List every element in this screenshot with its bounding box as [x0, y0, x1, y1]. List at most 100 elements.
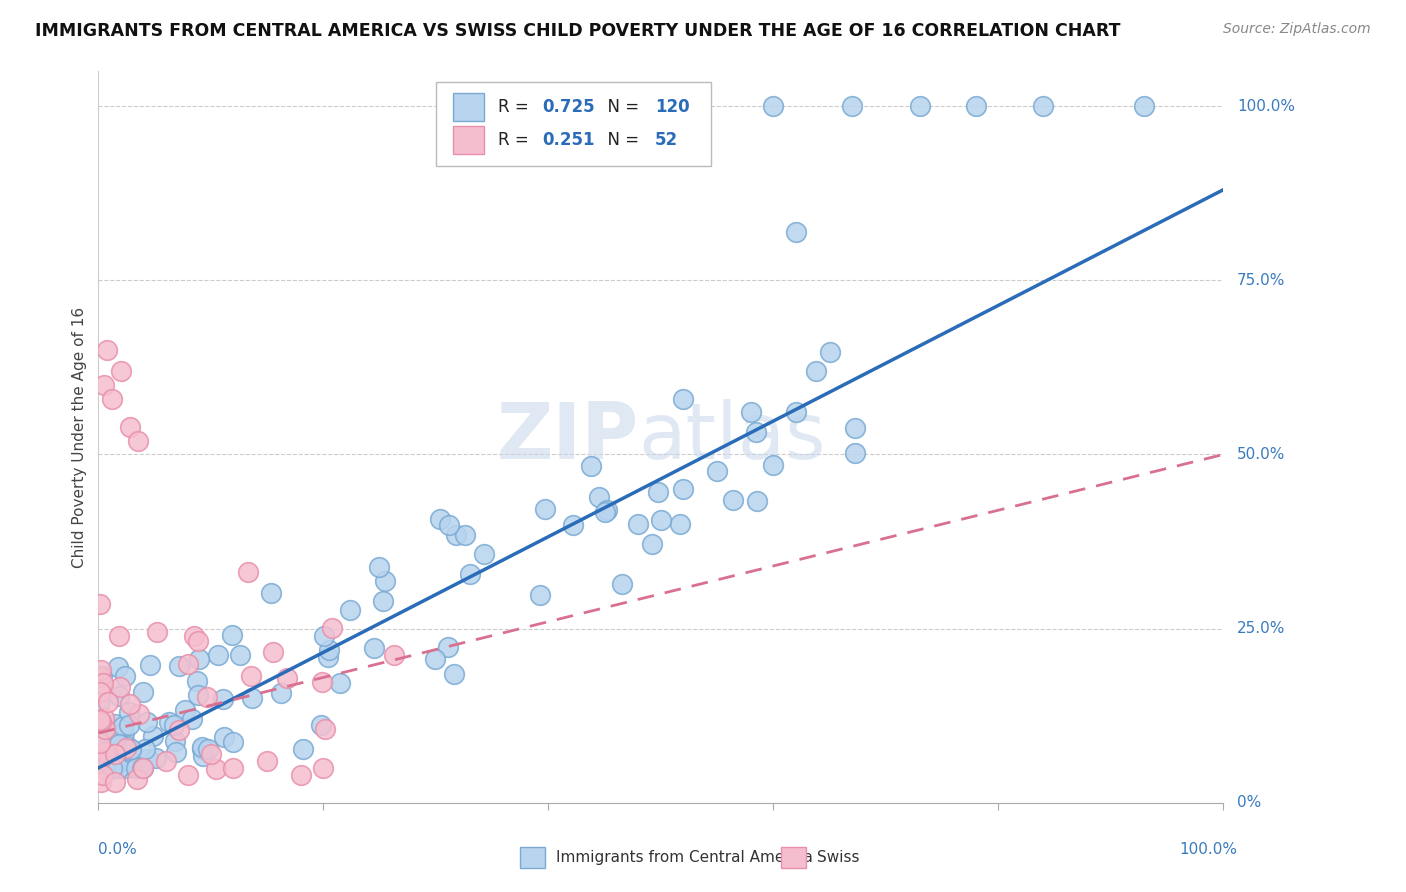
Point — [806, 364, 828, 378]
Point — [112, 731, 135, 745]
Point — [222, 761, 245, 775]
Text: N =: N = — [596, 131, 644, 149]
Point — [472, 547, 495, 561]
Point — [167, 659, 190, 673]
Text: 25.0%: 25.0% — [1237, 621, 1285, 636]
Point — [533, 501, 555, 516]
Point — [97, 695, 120, 709]
Point — [135, 715, 157, 730]
Point — [128, 707, 150, 722]
Text: Swiss: Swiss — [817, 850, 859, 865]
Point — [117, 718, 139, 732]
Point — [101, 758, 124, 772]
Point — [260, 586, 283, 600]
Point — [240, 690, 263, 705]
Point — [134, 741, 156, 756]
Point — [115, 740, 138, 755]
Point — [176, 657, 198, 671]
Point — [114, 761, 136, 775]
Point — [91, 676, 114, 690]
Point — [89, 736, 111, 750]
Point — [314, 722, 336, 736]
Point — [145, 751, 167, 765]
Point — [91, 768, 114, 782]
Text: 0.725: 0.725 — [543, 98, 595, 116]
Point — [187, 633, 209, 648]
Point — [382, 648, 405, 662]
Point — [373, 594, 395, 608]
Point — [155, 754, 177, 768]
Point — [183, 629, 205, 643]
Point — [90, 663, 112, 677]
Point — [312, 629, 335, 643]
Point — [90, 775, 112, 789]
Text: R =: R = — [498, 131, 534, 149]
Point — [785, 225, 807, 239]
Point — [818, 345, 841, 359]
Point — [186, 673, 208, 688]
Point — [107, 689, 129, 703]
Point — [197, 742, 219, 756]
Point — [785, 405, 807, 419]
Point — [101, 761, 124, 775]
Point — [125, 761, 148, 775]
Point — [93, 746, 115, 760]
Point — [529, 588, 551, 602]
Point — [104, 738, 127, 752]
Point — [90, 761, 112, 775]
Point — [221, 628, 243, 642]
Point — [762, 458, 785, 473]
Point — [139, 658, 162, 673]
Point — [240, 668, 263, 682]
Point — [238, 565, 260, 579]
Point — [318, 643, 340, 657]
Point — [146, 624, 169, 639]
Point — [212, 691, 235, 706]
Point — [668, 517, 690, 532]
Point — [425, 652, 447, 666]
Point — [363, 641, 385, 656]
Point — [107, 737, 129, 751]
Point — [87, 696, 110, 710]
Point — [93, 761, 115, 775]
Point — [229, 648, 252, 662]
Point — [453, 528, 475, 542]
Point — [103, 754, 125, 768]
Point — [187, 688, 209, 702]
Point — [627, 516, 650, 531]
FancyBboxPatch shape — [782, 847, 806, 868]
Point — [191, 739, 214, 754]
Point — [89, 758, 111, 772]
Text: 50.0%: 50.0% — [1237, 447, 1285, 462]
Point — [290, 768, 312, 782]
Text: Source: ZipAtlas.com: Source: ZipAtlas.com — [1223, 22, 1371, 37]
Point — [311, 718, 333, 732]
Text: 0.0%: 0.0% — [98, 842, 138, 856]
Point — [610, 577, 633, 591]
Point — [132, 761, 155, 775]
Point — [429, 512, 451, 526]
Text: 75.0%: 75.0% — [1237, 273, 1285, 288]
Point — [103, 761, 125, 775]
Point — [596, 503, 619, 517]
Point — [114, 669, 136, 683]
Point — [107, 659, 129, 673]
Point — [374, 574, 396, 588]
Point — [672, 392, 695, 407]
Point — [191, 749, 214, 764]
Point — [87, 761, 110, 775]
Point — [142, 729, 165, 743]
Point — [111, 719, 134, 733]
Y-axis label: Child Poverty Under the Age of 16: Child Poverty Under the Age of 16 — [72, 307, 87, 567]
FancyBboxPatch shape — [453, 94, 484, 121]
Text: R =: R = — [498, 98, 534, 116]
Point — [647, 484, 669, 499]
Point — [262, 645, 284, 659]
Point — [93, 758, 115, 772]
Point — [367, 560, 389, 574]
Text: 100.0%: 100.0% — [1237, 99, 1295, 113]
Point — [87, 751, 110, 765]
Point — [908, 99, 931, 113]
Point — [89, 685, 111, 699]
Point — [87, 732, 110, 747]
